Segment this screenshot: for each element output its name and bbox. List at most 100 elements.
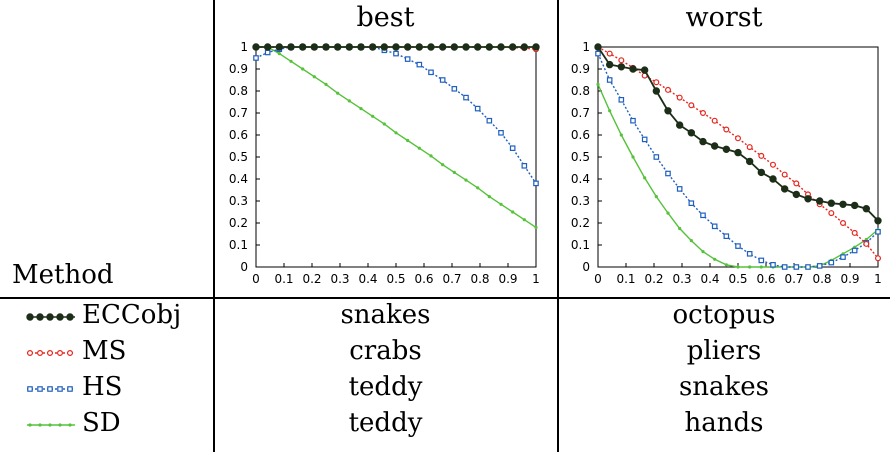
data-point <box>851 247 858 254</box>
data-point <box>333 43 342 51</box>
data-point <box>486 117 493 124</box>
data-point <box>439 77 446 83</box>
y-tick-label: 0.6 <box>571 128 590 142</box>
legend-marker <box>56 313 64 321</box>
data-point <box>792 190 801 199</box>
data-point <box>700 212 706 219</box>
data-point <box>463 94 469 101</box>
x-tick-label: 0 <box>594 272 602 286</box>
data-point <box>711 117 718 124</box>
data-point <box>417 146 421 150</box>
data-point <box>324 82 328 86</box>
method-header: Method <box>12 260 114 290</box>
data-point <box>745 157 754 166</box>
data-point <box>298 43 307 51</box>
data-point <box>827 199 836 207</box>
data-point <box>840 254 846 260</box>
data-point <box>359 107 363 111</box>
method-label: HS <box>82 372 123 402</box>
x-tick-label: 0.3 <box>672 272 691 286</box>
data-point <box>688 200 695 207</box>
data-point <box>652 87 661 95</box>
worst-cell: snakes <box>678 372 770 402</box>
data-point <box>450 43 459 51</box>
data-point <box>736 265 740 269</box>
x-tick-label: 0.2 <box>644 272 663 286</box>
data-point <box>253 55 259 61</box>
data-point <box>780 185 789 193</box>
data-point <box>699 137 707 146</box>
data-point <box>347 99 351 103</box>
legend-marker <box>58 423 62 427</box>
x-tick-label: 0.8 <box>470 272 489 286</box>
ms-legend-icon <box>26 349 75 357</box>
x-tick-label: 0.2 <box>302 272 321 286</box>
data-point <box>723 126 730 133</box>
data-point <box>474 105 481 112</box>
series-line-hs <box>255 46 537 184</box>
best-cell: crabs <box>349 336 422 366</box>
data-point <box>357 43 365 51</box>
data-point <box>664 107 672 115</box>
y-tick-label: 0 <box>582 260 590 274</box>
data-point <box>416 61 423 68</box>
data-point <box>689 239 693 243</box>
data-point <box>631 155 635 159</box>
data-point <box>619 133 623 137</box>
data-point <box>770 161 777 168</box>
legend-marker <box>26 349 34 357</box>
x-tick-label: 0.5 <box>386 272 405 286</box>
y-tick-label: 0.1 <box>229 238 248 252</box>
data-point <box>498 129 504 136</box>
x-tick-label: 1 <box>532 272 540 286</box>
x-tick-label: 0.7 <box>784 272 803 286</box>
y-tick-label: 0.4 <box>571 172 590 186</box>
data-point <box>380 43 389 51</box>
data-point <box>473 43 482 51</box>
data-point <box>746 144 753 151</box>
plot-frame <box>597 46 879 268</box>
ecc-legend-icon <box>26 313 75 321</box>
data-point <box>862 205 871 213</box>
legend-marker <box>66 349 73 357</box>
y-tick-label: 0.9 <box>229 62 248 76</box>
data-point <box>759 265 763 269</box>
data-point <box>371 114 375 118</box>
x-tick-label: 0.1 <box>274 272 293 286</box>
y-tick-label: 0.2 <box>229 216 248 230</box>
data-point <box>676 94 683 101</box>
data-point <box>643 176 647 180</box>
data-point <box>735 135 742 142</box>
data-point <box>618 96 625 103</box>
data-point <box>793 264 800 270</box>
worst-chart: 0 0.1 0.2 0.3 0.4 0.5 0.6 0.7 0.8 0.9 1 0 0.1 0.2 0.3 0… <box>571 40 882 286</box>
method-label: SD <box>82 408 121 438</box>
y-tick-label: 0.5 <box>229 150 248 164</box>
data-point <box>534 225 538 229</box>
data-point <box>596 82 600 86</box>
hs-legend-icon <box>27 386 75 392</box>
data-point <box>497 43 505 51</box>
y-tick-label: 0.1 <box>571 238 590 252</box>
data-point <box>606 50 613 57</box>
data-point <box>850 201 859 210</box>
data-point <box>312 75 316 79</box>
data-point <box>769 175 777 183</box>
data-point <box>757 168 766 177</box>
data-point <box>828 210 835 217</box>
legend-marker <box>28 423 32 427</box>
y-tick-label: 0 <box>240 260 248 274</box>
data-point <box>851 229 858 236</box>
x-tick-label: 0.9 <box>840 272 859 286</box>
data-point <box>735 243 741 249</box>
data-point <box>368 43 377 51</box>
x-tick-label: 0 <box>252 272 260 286</box>
x-tick-label: 0.4 <box>700 272 719 286</box>
data-point <box>723 233 730 240</box>
y-tick-label: 0.5 <box>571 150 590 164</box>
legend-marker <box>26 313 34 321</box>
data-point <box>676 186 683 192</box>
data-point <box>711 223 718 230</box>
data-point <box>336 91 340 95</box>
data-point <box>793 180 800 187</box>
